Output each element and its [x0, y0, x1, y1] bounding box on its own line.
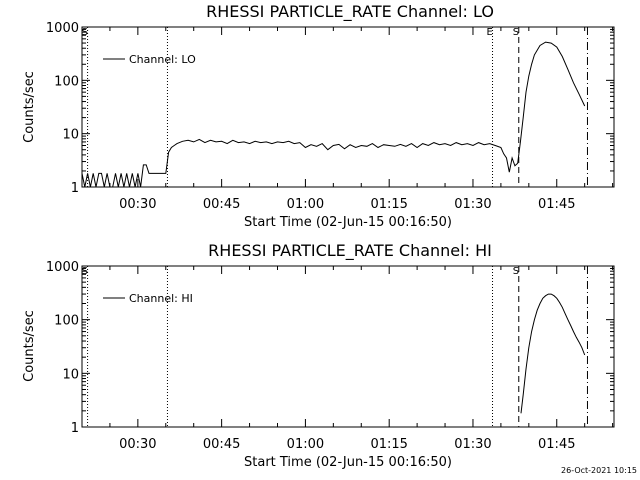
- y-tick-label: 1: [71, 181, 79, 196]
- panel-lo: RHESSI PARTICLE_RATE Channel: LO 1101001…: [22, 2, 615, 230]
- event-marker-label: S: [82, 266, 88, 277]
- x-tick-label: 01:00: [287, 197, 324, 212]
- series-line-lo: [81, 41, 586, 188]
- x-tick-labels-hi: 00:30 00:45 01:00 01:15 01:30 01:45: [109, 266, 614, 452]
- x-tick-label: 01:15: [370, 437, 407, 452]
- x-tick-label: 01:45: [538, 437, 575, 452]
- chart-title-lo: RHESSI PARTICLE_RATE Channel: LO: [206, 2, 494, 22]
- series-line-hi: [520, 293, 586, 414]
- x-tick-label: 01:00: [287, 437, 324, 452]
- x-tick-label: 00:45: [203, 197, 240, 212]
- x-tick-label: 01:30: [454, 437, 491, 452]
- y-tick-label: 100: [54, 74, 79, 89]
- y-tick-label: 1000: [46, 21, 79, 36]
- y-axis-label-hi: Counts/sec: [22, 310, 37, 382]
- panel-hi: RHESSI PARTICLE_RATE Channel: HI 1101001…: [22, 241, 615, 470]
- event-marker-label: S: [513, 266, 519, 277]
- y-tick-labels-hi: 1 10 100 1000: [46, 260, 614, 436]
- y-tick-label: 10: [62, 367, 79, 382]
- x-tick-label: 01:45: [538, 197, 575, 212]
- x-tick-label: 01:15: [370, 197, 407, 212]
- plot-frame-lo: [81, 26, 615, 188]
- y-tick-label: 1000: [46, 260, 79, 275]
- x-tick-label: 00:45: [203, 437, 240, 452]
- x-tick-labels-lo: 00:30 00:45 01:00 01:15 01:30 01:45: [109, 27, 614, 212]
- y-tick-label: 1: [71, 421, 79, 436]
- y-tick-labels-lo: 1 10 100 1000: [46, 21, 614, 196]
- x-tick-label: 01:30: [454, 197, 491, 212]
- x-axis-label-hi: Start Time (02-Jun-15 00:16:50): [244, 455, 452, 470]
- event-marker-label: S: [82, 27, 88, 38]
- y-tick-label: 10: [62, 128, 79, 143]
- plot-frame-hi: [81, 265, 615, 428]
- chart-title-hi: RHESSI PARTICLE_RATE Channel: HI: [208, 241, 492, 261]
- y-axis-label-lo: Counts/sec: [22, 71, 37, 143]
- legend-label-hi: Channel: HI: [129, 292, 193, 305]
- x-tick-label: 00:30: [119, 437, 156, 452]
- event-marker-label: S: [513, 27, 519, 38]
- y-tick-label: 100: [54, 314, 79, 329]
- x-axis-label-lo: Start Time (02-Jun-15 00:16:50): [244, 215, 452, 230]
- generation-timestamp: 26-Oct-2021 10:15: [561, 466, 637, 475]
- event-marker-label: E: [487, 27, 493, 38]
- x-tick-label: 00:30: [119, 197, 156, 212]
- legend-label-lo: Channel: LO: [129, 53, 196, 66]
